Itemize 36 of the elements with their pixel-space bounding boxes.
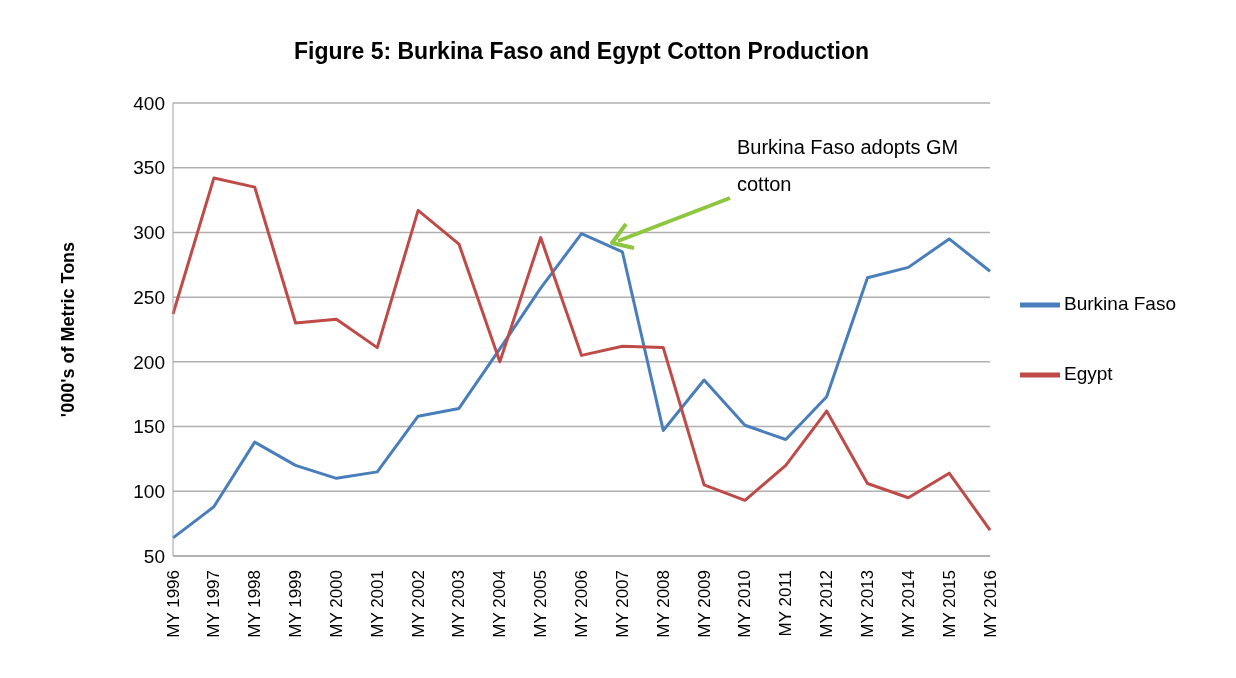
x-tick-label: MY 2000 [326, 570, 346, 638]
y-axis-title: '000's of Metric Tons [58, 241, 79, 418]
x-tick-label: MY 1996 [163, 570, 183, 638]
x-tick-label: MY 2005 [531, 570, 551, 638]
y-tick-label: 100 [133, 481, 165, 503]
y-tick-label: 400 [133, 92, 165, 114]
x-tick-label: MY 2009 [694, 570, 714, 638]
x-tick-label: MY 2016 [980, 570, 1000, 638]
y-tick-label: 50 [143, 545, 165, 567]
x-tick-label: MY 2012 [817, 570, 837, 638]
line-series [171, 176, 992, 532]
x-tick-label: MY 2008 [653, 570, 673, 638]
legend-label: Egypt [1064, 363, 1113, 384]
x-tick-label: MY 2010 [735, 570, 755, 638]
x-tick-label: MY 1999 [286, 570, 306, 638]
x-tick-label: MY 2013 [857, 570, 877, 638]
y-tick-label: 300 [133, 222, 165, 244]
legend-label: Burkina Faso [1064, 293, 1176, 314]
x-tick-label: MY 2003 [449, 570, 469, 638]
x-tick-label: MY 2004 [490, 570, 510, 638]
annotation: Burkina Faso adopts GM cotton [737, 135, 960, 197]
x-tick-label: MY 2011 [776, 570, 796, 637]
x-tick-label: MY 2014 [898, 570, 918, 638]
line-series [171, 232, 992, 540]
y-tick-label: 250 [133, 286, 165, 308]
y-tick-label: 350 [133, 157, 165, 179]
chart-title: Figure 5: Burkina Faso and Egypt Cotton Production [293, 38, 870, 65]
y-tick-label: 200 [133, 351, 165, 373]
x-tick-label: MY 2007 [612, 570, 632, 638]
x-tick-label: MY 1997 [204, 570, 224, 638]
x-tick-label: MY 2015 [939, 570, 959, 638]
x-tick-label: MY 2006 [572, 570, 592, 638]
y-tick-label: 150 [133, 416, 165, 438]
x-tick-label: MY 2002 [408, 570, 428, 638]
x-tick-label: MY 1998 [245, 570, 265, 638]
x-tick-label: MY 2001 [367, 570, 387, 638]
